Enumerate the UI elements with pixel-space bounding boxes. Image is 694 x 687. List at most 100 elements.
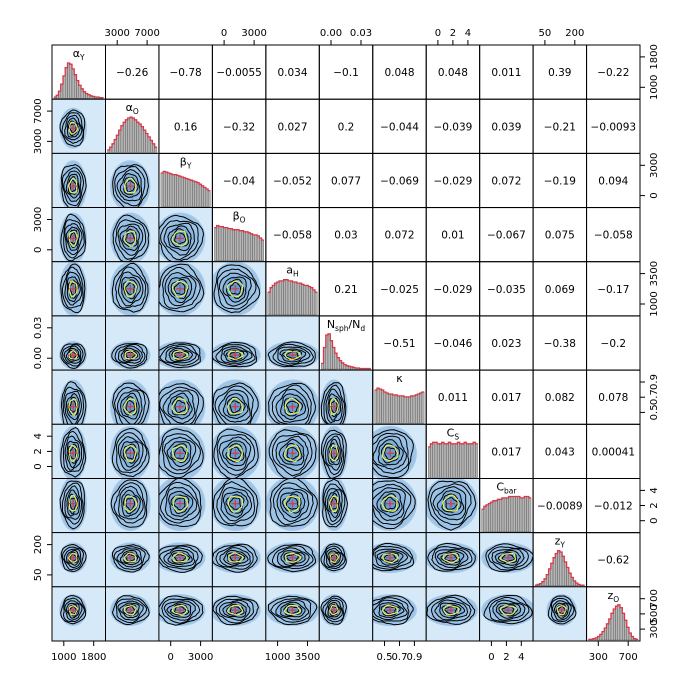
- correlation-value: −0.32: [223, 121, 255, 133]
- contour-line: [222, 601, 247, 618]
- contour-line: [320, 429, 347, 479]
- panel-r3-c4: −0.058: [265, 207, 320, 263]
- contour-line: [431, 546, 473, 571]
- correlation-value: 0.077: [331, 176, 361, 188]
- hist-bar: [481, 508, 485, 532]
- density-curve: [428, 441, 478, 448]
- density-curve: [107, 116, 157, 151]
- contour-line: [272, 482, 314, 526]
- hist-bar: [397, 395, 400, 424]
- mode-marker: [330, 402, 338, 411]
- correlation-value: −0.0089: [537, 501, 583, 513]
- contour-line: [62, 597, 86, 623]
- contour-line: [267, 341, 316, 368]
- contour-line: [174, 399, 187, 414]
- correlation-value: −0.012: [594, 501, 633, 513]
- hpd-contour: [284, 444, 301, 462]
- mode-marker: [231, 553, 240, 562]
- contour-line: [324, 435, 343, 471]
- contour-line: [384, 496, 397, 510]
- panel-r6-c10: 0.078: [586, 369, 641, 425]
- contour-line: [164, 486, 198, 521]
- hist-bar: [254, 234, 258, 261]
- hist-bar: [383, 391, 387, 424]
- contour-line: [551, 600, 572, 621]
- contour-line: [279, 490, 306, 519]
- contour-line: [164, 271, 197, 307]
- contour-set: [158, 542, 206, 574]
- mode-marker: [69, 402, 78, 411]
- contour-line: [555, 604, 568, 617]
- variable-label-z_Y: zY: [555, 535, 566, 550]
- panel-r9-c0: [51, 532, 106, 588]
- contour-line: [280, 550, 306, 567]
- hpd-contour: [283, 495, 301, 513]
- contour-set: [158, 341, 206, 370]
- hist-bar: [492, 500, 496, 532]
- contour-set: [426, 478, 478, 531]
- hist-bar: [250, 233, 253, 261]
- hpd-contour: [68, 177, 78, 194]
- correlation-value: 0.00041: [592, 446, 635, 458]
- hist-bar: [499, 499, 503, 532]
- tick-label: 4: [649, 487, 660, 493]
- contour-line: [372, 545, 413, 570]
- contour-line: [119, 602, 140, 619]
- contour-line: [116, 548, 143, 568]
- tick-label: 500: [649, 604, 660, 623]
- contour-line: [122, 493, 138, 515]
- contour-line: [213, 264, 261, 314]
- panel-r8-c1: [105, 478, 160, 534]
- contour-line: [158, 263, 205, 313]
- contour-line: [324, 599, 344, 621]
- hpd-contour: [172, 495, 189, 513]
- contour-set: [212, 594, 261, 627]
- hist-bar: [205, 188, 209, 207]
- panel-r4-c9: 0.069: [532, 261, 588, 317]
- mode-marker: [176, 284, 184, 293]
- hpd-contour: [123, 445, 137, 462]
- hpd-contour: [499, 604, 518, 616]
- hist-bar: [399, 395, 402, 424]
- hist-bar: [437, 443, 440, 478]
- contour-set: [426, 594, 478, 627]
- mode-marker: [231, 351, 240, 360]
- panel-r3-c7: 0.01: [425, 207, 481, 263]
- hist-bar: [428, 446, 431, 478]
- correlation-value: −0.21: [544, 121, 576, 133]
- contour-line: [324, 488, 343, 523]
- hist-bar: [412, 395, 416, 424]
- contour-line: [376, 490, 403, 518]
- mode-marker: [231, 499, 240, 508]
- hist-bar: [448, 442, 451, 478]
- mode-marker: [447, 606, 455, 615]
- hist-bar: [176, 175, 180, 207]
- contour-set: [110, 542, 151, 574]
- contour-line: [282, 493, 302, 514]
- panel-r7-c3: [211, 423, 267, 479]
- tick-label: 0.7: [649, 389, 660, 405]
- contour-line: [173, 281, 186, 295]
- hpd-contour: [499, 552, 517, 564]
- panel-r8-c9: −0.0089: [532, 478, 588, 534]
- histogram-beta_Y: [160, 170, 211, 207]
- contour-line: [322, 433, 345, 476]
- hist-bar: [434, 442, 438, 478]
- tick-label: 2: [450, 28, 456, 39]
- contour-line: [275, 435, 309, 472]
- contour-line: [159, 481, 200, 524]
- contour-line: [64, 600, 83, 621]
- contour-line: [117, 436, 144, 471]
- tick-label: 200: [565, 28, 584, 39]
- correlation-value: 0.094: [598, 176, 628, 188]
- contour-line: [162, 266, 201, 310]
- hist-bar: [167, 172, 171, 207]
- hist-bar: [225, 227, 229, 261]
- contour-line: [432, 486, 467, 521]
- contour-set: [372, 425, 417, 479]
- contour-line: [174, 605, 187, 614]
- correlation-value: −0.046: [433, 338, 472, 350]
- contour-set: [372, 542, 417, 574]
- contour-line: [323, 384, 346, 425]
